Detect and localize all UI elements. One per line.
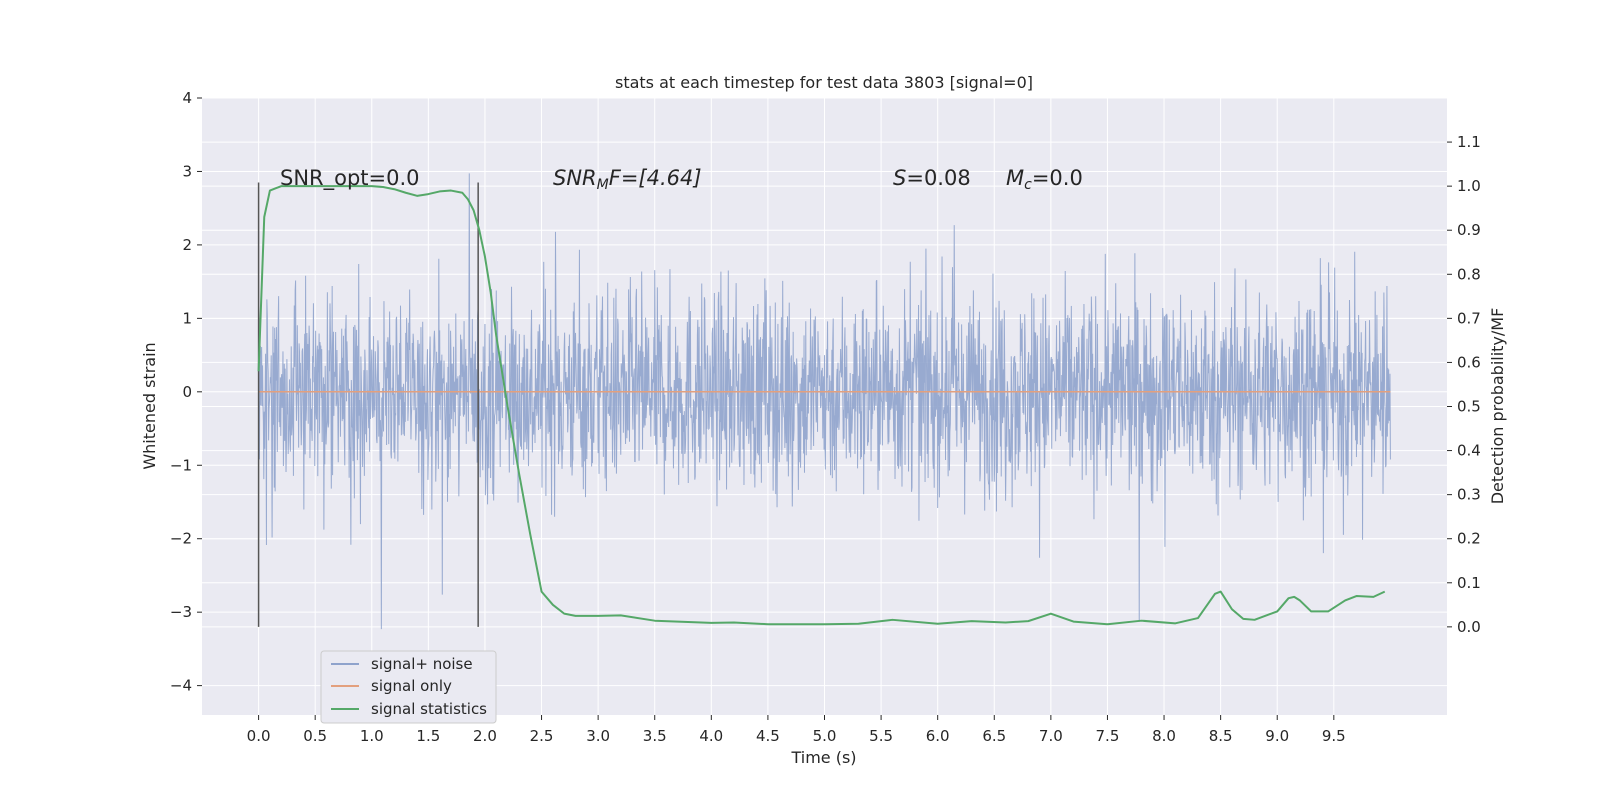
y-tick-label-2: −2 (170, 530, 192, 548)
y-axis-label: Whitened strain (140, 342, 159, 469)
y-tick-label-1: −3 (170, 603, 192, 621)
snr-opt-annotation: SNR_opt=0.0 (280, 166, 420, 191)
x-tick-label-16: 8.0 (1152, 727, 1176, 745)
x-tick-label-11: 5.5 (869, 727, 893, 745)
x-tick-label-17: 8.5 (1209, 727, 1233, 745)
snr-mf-annotation: SNRMF=[4.64] (553, 166, 702, 193)
signal-statistics-series (257, 185, 1386, 626)
x-tick-label-19: 9.5 (1322, 727, 1346, 745)
signal-noise-series (258, 173, 1391, 630)
x-tick-label-9: 4.5 (756, 727, 780, 745)
x-tick-label-10: 5.0 (813, 727, 837, 745)
x-tick-label-15: 7.5 (1096, 727, 1120, 745)
y-axis-ticks: −4 −3 −2 −1 0 1 2 3 4 (170, 89, 202, 695)
y2-tick-label-11: 1.1 (1457, 133, 1481, 151)
s-annotation: S=0.08 (893, 166, 971, 190)
y2-tick-label-6: 0.6 (1457, 353, 1481, 371)
x-tick-label-1: 0.5 (303, 727, 327, 745)
signal-statistics-line (257, 185, 1386, 626)
legend-box (320, 650, 497, 724)
snr-mf-value: F=[4.64] (609, 166, 702, 190)
y-tick-label-7: 3 (182, 162, 192, 180)
mc-subscript: c (1024, 177, 1032, 193)
signal-noise-line (258, 173, 1391, 630)
x-tick-label-4: 2.0 (473, 727, 497, 745)
y2-tick-label-1: 0.1 (1457, 574, 1481, 592)
x-tick-label-0: 0.0 (247, 727, 271, 745)
x-tick-label-12: 6.0 (926, 727, 950, 745)
y-tick-label-4: 0 (182, 383, 192, 401)
y-tick-label-3: −1 (170, 456, 192, 474)
x-tick-label-2: 1.0 (360, 727, 384, 745)
y-tick-label-0: −4 (170, 677, 192, 695)
mc-value: =0.0 (1032, 166, 1083, 190)
y2-tick-label-10: 1.0 (1457, 177, 1481, 195)
x-tick-label-8: 4.0 (699, 727, 723, 745)
y-tick-label-8: 4 (182, 89, 192, 107)
s-value: =0.08 (906, 166, 970, 190)
legend-label-signal-noise: signal+ noise (371, 655, 473, 673)
x-axis-ticks: 0.0 0.5 1.0 1.5 2.0 2.5 3.0 3.5 4.0 4.5 5.0 5.5 6.0 6… (247, 715, 1346, 745)
y2-tick-label-3: 0.3 (1457, 486, 1481, 504)
y2-axis-label: Detection probability/MF (1488, 308, 1507, 505)
x-tick-label-3: 1.5 (416, 727, 440, 745)
mc-annotation: Mc=0.0 (1006, 166, 1083, 193)
y-tick-label-5: 1 (182, 309, 192, 327)
x-tick-label-5: 2.5 (530, 727, 554, 745)
x-tick-label-6: 3.0 (586, 727, 610, 745)
x-axis-label: Time (s) (790, 748, 856, 767)
y2-tick-label-8: 0.8 (1457, 265, 1481, 283)
snr-mf-label: SNR (553, 166, 597, 190)
y2-axis-ticks: 0.0 0.1 0.2 0.3 0.4 0.5 0.6 0.7 0.8 0.9 1.0 1.1 (1447, 133, 1481, 636)
snr-mf-subscript: M (597, 177, 609, 193)
s-label: S (893, 166, 906, 190)
y2-tick-label-5: 0.5 (1457, 398, 1481, 416)
y2-tick-label-7: 0.7 (1457, 309, 1481, 327)
chart-title: stats at each timestep for test data 380… (615, 73, 1033, 92)
y2-tick-label-4: 0.4 (1457, 442, 1481, 460)
y2-tick-label-9: 0.9 (1457, 221, 1481, 239)
x-tick-label-7: 3.5 (643, 727, 667, 745)
x-tick-label-14: 7.0 (1039, 727, 1063, 745)
mc-label: M (1006, 166, 1024, 190)
y2-tick-label-2: 0.2 (1457, 530, 1481, 548)
window-markers (257, 182, 479, 627)
y-tick-label-6: 2 (182, 236, 192, 254)
y2-tick-label-0: 0.0 (1457, 618, 1481, 636)
x-tick-label-13: 6.5 (982, 727, 1006, 745)
legend-label-signal-only: signal only (371, 677, 452, 695)
legend: signal+ noise signal only signal statist… (320, 650, 497, 724)
x-tick-label-18: 9.0 (1265, 727, 1289, 745)
legend-label-signal-statistics: signal statistics (371, 700, 487, 718)
